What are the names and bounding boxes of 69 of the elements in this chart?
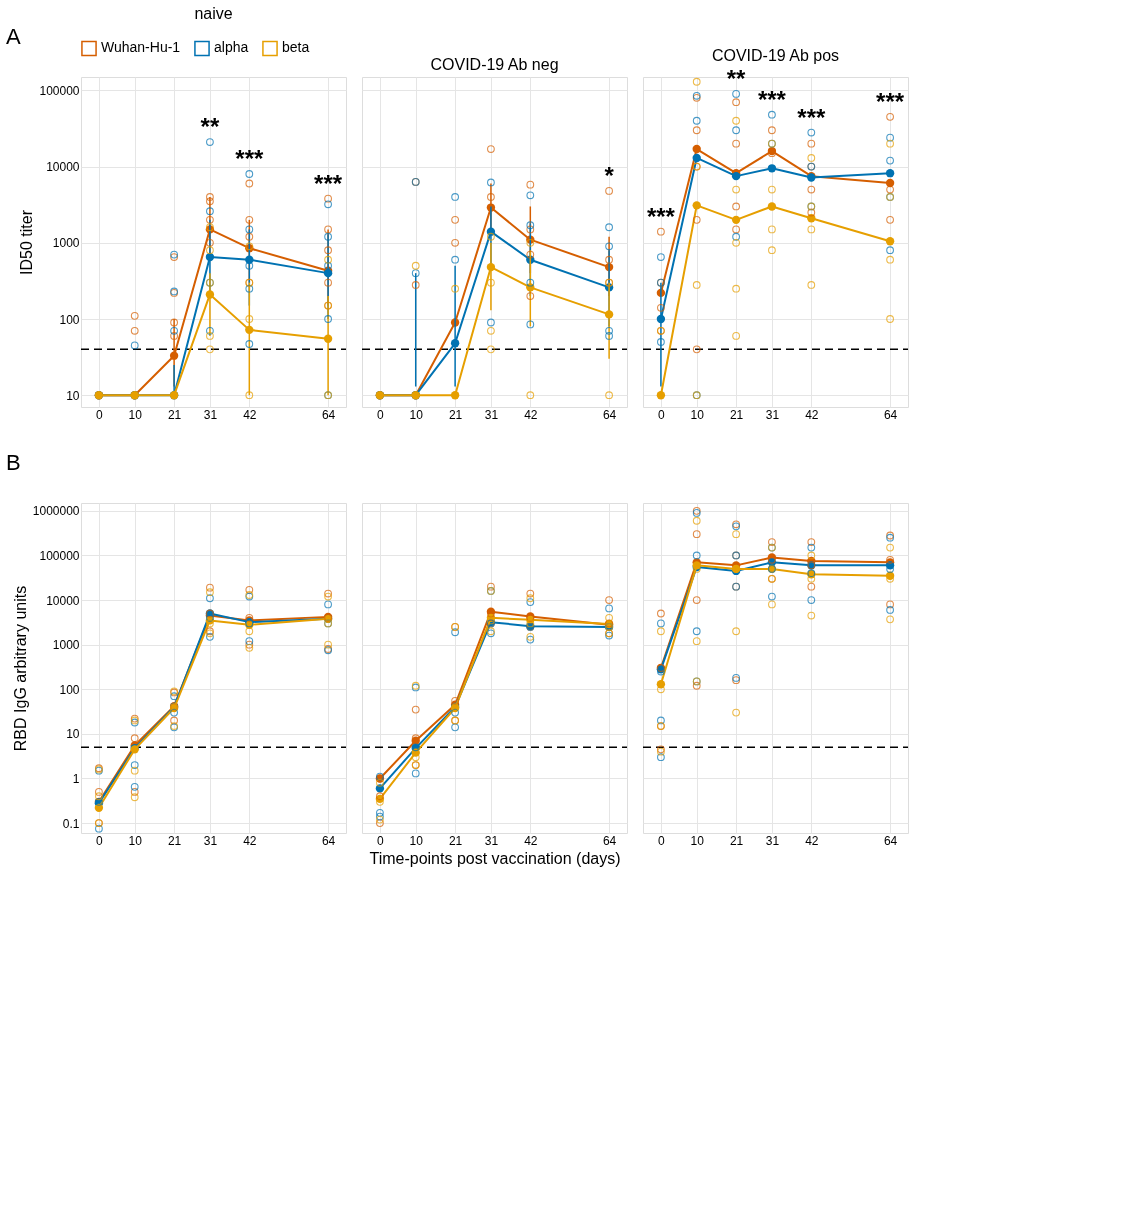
x-tick-label: 31 — [765, 833, 780, 848]
x-tick-label: 10 — [409, 833, 424, 848]
y-tick-label: 1 — [72, 772, 80, 786]
annotation: *** — [314, 169, 343, 197]
x-tick-label: 21 — [448, 407, 463, 422]
x-tick-label: 64 — [321, 407, 336, 422]
x-tick-label: 0 — [377, 407, 385, 422]
x-tick-label: 42 — [805, 407, 819, 422]
x-tick-label: 31 — [203, 833, 218, 848]
x-tick-label: 0 — [377, 833, 385, 848]
y-tick-label: 1000000 — [32, 504, 80, 519]
text: B — [6, 450, 21, 475]
y-tick-label: 10 — [66, 388, 80, 403]
y-tick-label: 1000 — [52, 236, 80, 251]
y-tick-label: 100 — [59, 312, 80, 327]
legend-label: beta — [282, 39, 310, 56]
y-axis-title: RBD IgG arbitrary units — [11, 585, 29, 752]
x-tick-label: 42 — [805, 833, 819, 848]
x-tick-label: 31 — [203, 407, 218, 422]
x-tick-label: 0 — [658, 833, 666, 848]
x-tick-label: 0 — [658, 407, 666, 422]
x-tick-label: 64 — [602, 407, 617, 422]
y-axis-title: ID50 titer — [18, 209, 36, 275]
annotation: *** — [876, 87, 905, 115]
annotation: ** — [200, 113, 220, 141]
x-tick-label: 42 — [524, 407, 538, 422]
x-tick-label: 21 — [167, 407, 182, 422]
x-tick-label: 42 — [243, 833, 257, 848]
x-tick-label: 64 — [602, 833, 617, 848]
x-tick-label: 0 — [96, 833, 104, 848]
annotation: *** — [235, 145, 264, 172]
annotation: *** — [757, 85, 787, 113]
y-tick-label: 1000 — [52, 638, 80, 653]
x-tick-label: 21 — [448, 833, 463, 848]
x-tick-label: 21 — [729, 833, 744, 848]
x-tick-label: 21 — [729, 407, 744, 422]
chart-title: COVID-19 Ab neg — [430, 56, 559, 73]
y-tick-label: 100000 — [39, 548, 80, 563]
y-tick-label: 10000 — [46, 160, 80, 175]
y-tick-label: 10 — [66, 727, 80, 742]
x-tick-label: 31 — [765, 407, 780, 422]
annotation: ** — [726, 64, 747, 92]
text: A — [6, 24, 21, 49]
x-tick-label: 31 — [484, 407, 499, 422]
x-axis-title: Time-points post vaccination (days) — [369, 849, 621, 867]
y-tick-label: 100 — [59, 682, 80, 697]
x-tick-label: 10 — [690, 833, 705, 848]
x-tick-label: 10 — [128, 833, 143, 848]
chart-title: naive — [194, 5, 233, 22]
y-tick-label: 10000 — [46, 593, 80, 608]
x-tick-label: 0 — [96, 407, 104, 422]
x-tick-label: 10 — [690, 407, 705, 422]
x-tick-label: 10 — [128, 407, 143, 422]
annotation: *** — [646, 202, 676, 230]
legend-label: alpha — [214, 39, 249, 56]
y-tick-label: 0.1 — [62, 816, 80, 831]
x-tick-label: 31 — [484, 833, 499, 848]
x-tick-label: 10 — [409, 407, 424, 422]
legend-label: Wuhan-Hu-1 — [101, 39, 181, 56]
x-tick-label: 42 — [243, 407, 257, 422]
y-tick-label: 100000 — [39, 83, 80, 98]
chart-title: COVID-19 Ab pos — [711, 46, 840, 64]
annotation: *** — [797, 103, 826, 131]
x-tick-label: 21 — [167, 833, 182, 848]
annotation: * — [604, 161, 615, 189]
x-tick-label: 64 — [321, 833, 336, 848]
x-tick-label: 42 — [524, 833, 538, 848]
x-tick-label: 64 — [883, 407, 898, 422]
x-tick-label: 64 — [883, 833, 898, 848]
